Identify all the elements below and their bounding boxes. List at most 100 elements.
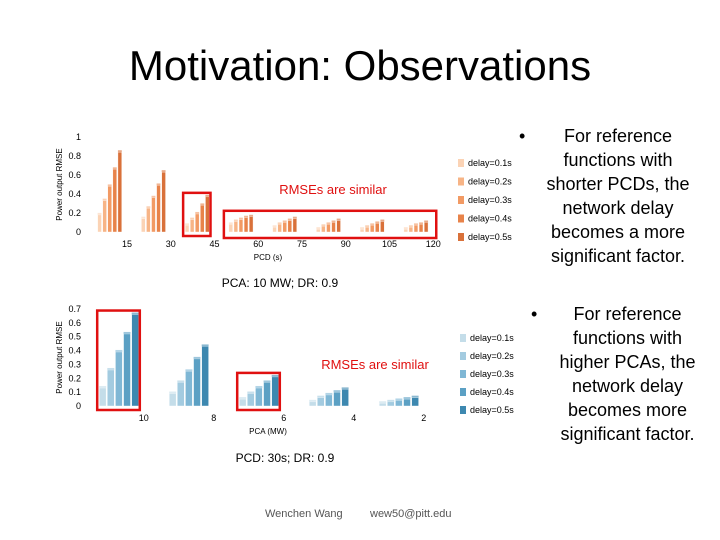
bar [195,213,200,233]
legend-label: delay=0.5s [470,405,514,415]
x-axis-label: PCA (MW) [249,427,287,436]
bar [238,219,244,233]
y-tick-label: 0.6 [68,170,81,180]
bullet-line: functions with [572,328,683,348]
bar-cap [380,219,385,222]
bar [184,225,190,233]
legend-label: delay=0.5s [468,232,512,242]
bar-cap [244,215,248,218]
bar-cap [272,225,277,228]
bar-cap [195,211,200,214]
legend-swatch [460,352,466,360]
bar-cap [375,221,380,224]
bar-cap [239,397,247,400]
x-tick-label: 30 [166,239,176,249]
bar-cap [161,170,166,173]
bar-cap [336,218,341,221]
bar-cap [228,222,233,225]
footer-author: Wenchen Wang [265,508,343,520]
bar [177,382,185,407]
bar-cap [102,198,107,201]
y-axis-label: Power output RMSE [55,321,64,393]
bar-cap [331,220,336,223]
bar [309,401,317,407]
bullet-line: becomes more [567,400,688,420]
bar-cap [387,399,395,402]
bar [423,222,429,233]
bar-cap [151,195,156,198]
bar-cap [317,395,325,398]
bar [413,225,419,233]
x-tick-label: 60 [253,239,263,249]
bar-cap [411,395,419,398]
bar-cap [233,219,238,222]
bar [333,391,341,407]
bar-cap [316,227,321,230]
bar-cap [379,401,387,404]
bar-cap [156,183,161,186]
bar [247,393,255,407]
bar [387,401,395,407]
bar-cap [201,344,209,347]
highlight-box [95,309,142,412]
bar-cap [365,225,370,228]
bar [193,358,201,407]
bar-cap [333,390,341,393]
legend-swatch [458,177,464,186]
slide-title: Motivation: Observations [128,42,592,89]
bar-cap [403,227,408,230]
bar [255,387,263,407]
y-tick-label: 0.2 [68,208,81,218]
bar-cap [370,223,375,226]
bar [107,369,115,407]
chart-pca: 0 0.1 0.2 0.3 0.4 0.5 0.6 0.7 Power output RMSE 1… [55,304,514,436]
bar [189,219,195,233]
legend-swatch [458,233,464,241]
legend-label: delay=0.4s [468,214,512,224]
y-tick-label: 0.6 [68,318,81,328]
bar-cap [99,385,107,388]
bar [168,393,177,407]
bar [380,221,385,233]
x-tick-label: 15 [122,239,132,249]
bar-cap [408,225,413,228]
bar-cap [292,216,297,219]
bar [375,223,380,233]
bar-cap [255,385,263,388]
annotation-text: RMSEs are similar [279,182,387,197]
bar-cap [341,387,349,390]
bullet-line: network delay [562,198,674,218]
bar-cap [112,167,117,170]
bar-cap [205,194,210,197]
legend-label: delay=0.1s [468,158,512,168]
legend-label: delay=0.2s [468,177,512,187]
bar [141,218,146,233]
annotation-text: RMSEs are similar [321,357,429,372]
bar [408,227,414,233]
bullet-line: significant factor. [550,246,686,266]
bar [228,224,233,233]
y-tick-label: 0.8 [68,151,81,161]
bar-cap [169,391,177,394]
x-tick-label: 105 [382,239,397,249]
bar-cap [277,222,282,225]
bar [243,217,249,233]
legend-label: delay=0.1s [470,333,514,343]
x-tick-label: 90 [341,239,351,249]
x-tick-label: 75 [297,239,307,249]
bar [205,196,210,233]
bar [379,403,387,407]
bar-cap [193,356,201,359]
bar [395,400,403,407]
bar-cap [185,369,193,372]
bar [271,376,279,407]
legend-swatch [460,334,466,342]
bar-cap [325,392,333,395]
bar [98,387,107,407]
bar [107,186,112,233]
x-tick-label: 120 [426,239,441,249]
chart-pca-caption: PCD: 30s; DR: 0.9 [235,451,335,465]
x-axis-label: PCD (s) [254,253,283,262]
footer-email: wew50@pitt.edu [370,508,452,520]
highlight-box [235,371,282,412]
